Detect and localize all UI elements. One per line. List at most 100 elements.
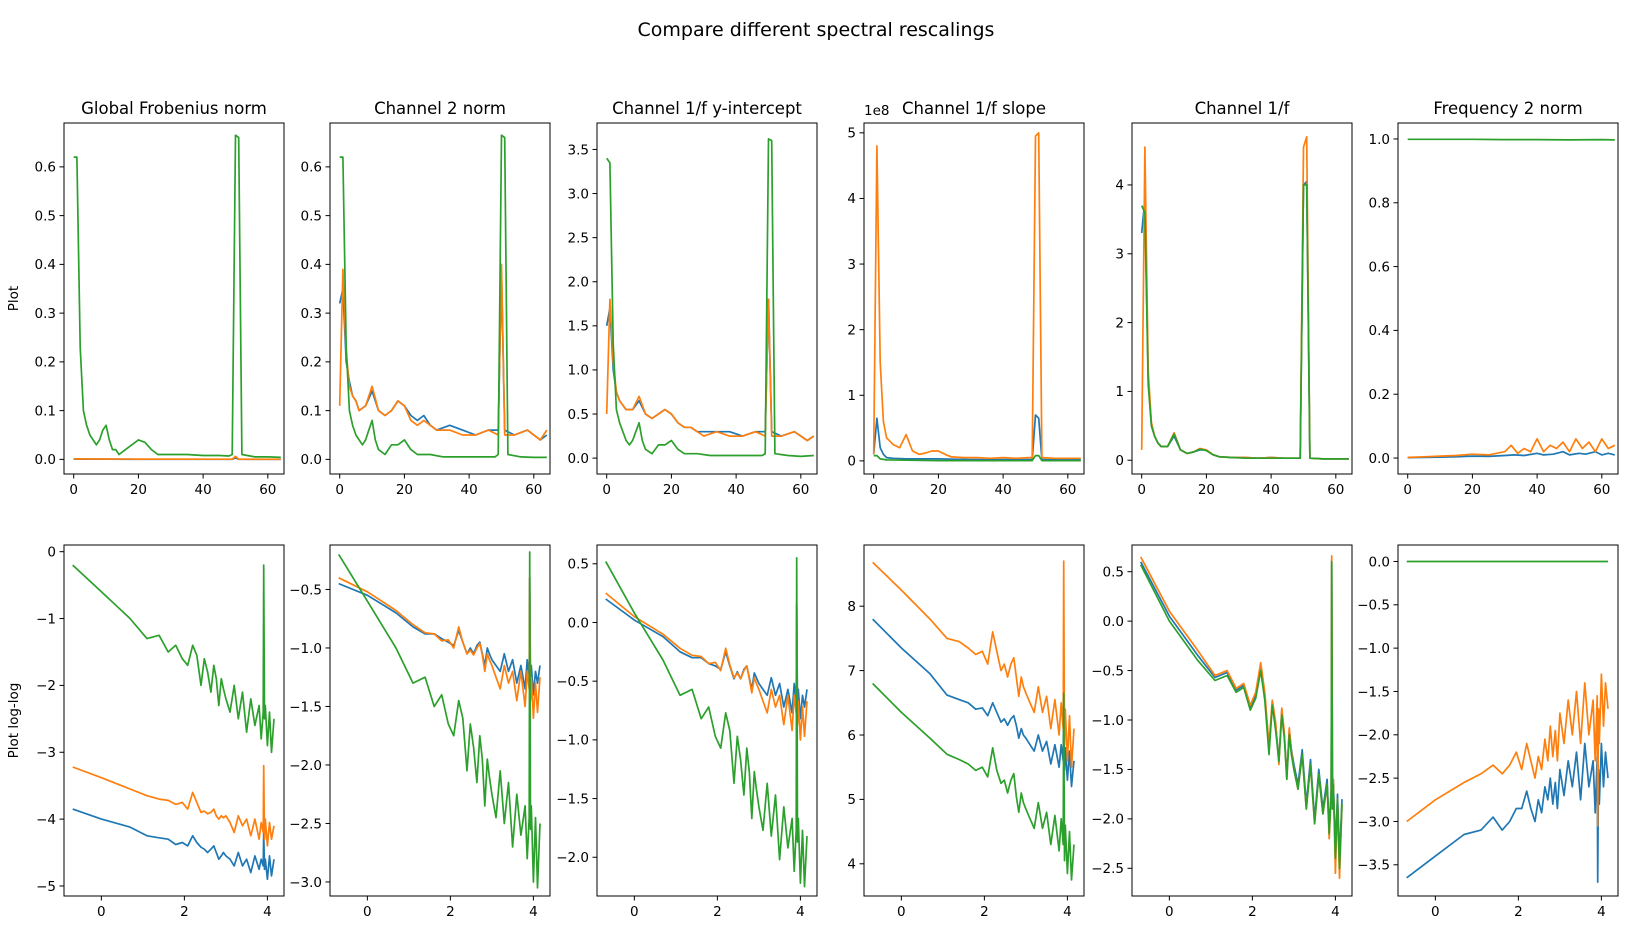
series-line-2 [73,134,281,459]
series-line-2 [604,557,808,888]
x-tick-label: 60 [792,482,809,498]
y-tick-label: −3 [36,745,56,761]
y-tick-label: 0.2 [301,355,322,371]
series-line-0 [338,273,548,441]
axes-frame [596,544,818,897]
y-tick-label: 0.3 [35,306,56,322]
axes-frame [329,122,551,475]
series-line-0 [1407,450,1616,459]
x-tick-label: 0 [1137,482,1146,498]
series-line-1 [1407,438,1616,459]
x-tick-label: 0 [1165,904,1174,920]
axes-frame [1131,122,1353,475]
y-tick-label: −3.0 [1357,814,1390,830]
y-tick-label: 4 [847,191,856,207]
y-tick-label: 0.4 [35,257,56,273]
x-tick-label: 40 [995,482,1012,498]
y-tick-label: −1.5 [289,699,322,715]
y-tick-label: 2 [847,322,856,338]
x-tick-label: 40 [195,482,212,498]
series-line-1 [73,455,281,461]
y-tick-label: 0.1 [301,403,322,419]
y-tick-label: −0.5 [1091,663,1124,679]
subplot-title: Frequency 2 norm [1433,99,1582,118]
x-tick-label: 2 [446,904,455,920]
y-tick-label: 0.3 [301,306,322,322]
subplot-loglog-2: 0 2 4 −2.0 −1.5 −1.0 −0.5 0.0 0.5 [556,544,818,920]
y-tick-label: −1.0 [1357,641,1390,657]
y-tick-label: −1.0 [1091,713,1124,729]
y-tick-label: −1.5 [1091,762,1124,778]
x-tick-label: 0 [630,904,639,920]
x-tick-label: 4 [263,904,272,920]
y-tick-label: −2.0 [556,850,589,866]
series-line-2 [873,454,1081,462]
subplot-title: Channel 1/f slope [902,99,1046,118]
x-tick-label: 2 [713,904,722,920]
y-tick-label: −3.0 [289,875,322,891]
series-line-2 [1139,560,1343,870]
x-tick-label: 0 [97,904,106,920]
subplot-title: Channel 1/f y-intercept [612,99,802,118]
subplot-linear-4: 0 20 40 60 0 1 2 3 4 Channel 1/f [1115,99,1353,498]
series-line-0 [1140,180,1349,460]
y-tick-label: −2.0 [289,758,322,774]
y-tick-label: −2 [36,678,56,694]
y-tick-label: 4 [847,857,856,873]
subplot-title: Global Frobenius norm [81,99,267,118]
y-tick-label: 7 [847,663,856,679]
axes-frame [1131,544,1353,897]
y-tick-label: −1.0 [289,641,322,657]
x-tick-label: 20 [663,482,680,498]
axes-frame [1397,122,1619,475]
y-tick-label: 5 [847,792,856,808]
y-tick-label: −2.0 [1091,812,1124,828]
series-line-1 [1406,673,1609,827]
subplot-linear-1: 0 20 40 60 0.0 0.1 0.2 0.3 0.4 0.5 0.6 Channel 2 no… [301,99,551,498]
x-tick-label: 60 [1327,482,1344,498]
subplot-title: Channel 1/f [1195,99,1291,118]
y-axis-label: Plot log-log [6,683,22,759]
series-line-2 [339,134,547,459]
y-tick-label: 4 [1115,178,1124,194]
y-tick-label: −1.0 [556,733,589,749]
y-tick-label: −1.5 [1357,684,1390,700]
subplot-loglog-0: 0 2 4 −5 −4 −3 −2 −1 0 Plot log-log [6,544,285,920]
series-line-1 [605,298,815,442]
figure-title: Compare different spectral rescalings [638,19,995,41]
axis-offset-label: 1e8 [864,103,889,119]
y-tick-label: 3.5 [568,142,589,158]
y-tick-label: 0.1 [35,403,56,419]
y-tick-label: −0.5 [1357,598,1390,614]
y-tick-label: 0.5 [301,208,322,224]
x-tick-label: 0 [335,482,344,498]
y-tick-label: 2 [1115,315,1124,331]
subplot-title: Channel 2 norm [374,99,506,118]
x-tick-label: 0 [897,904,906,920]
subplot-loglog-3: 0 2 4 4 5 6 7 8 [847,544,1085,920]
x-tick-label: 2 [180,904,189,920]
y-tick-label: 3 [847,257,856,273]
subplot-linear-3: 0 20 40 60 0 1 2 3 4 5 Channel 1/f slope 1e8 [847,99,1085,498]
x-tick-label: 0 [1431,904,1440,920]
y-tick-label: 0.6 [35,160,56,176]
y-tick-label: 0.6 [301,160,322,176]
x-tick-label: 4 [1331,904,1340,920]
x-tick-label: 4 [1063,904,1072,920]
y-tick-label: 0.4 [301,257,322,273]
y-tick-label: −2.0 [1357,728,1390,744]
subplot-linear-2: 0 20 40 60 0.0 0.5 1.0 1.5 2.0 2.5 3.0 3.5 Channel 1… [568,99,818,498]
x-tick-label: 4 [796,904,805,920]
x-tick-label: 4 [1597,904,1606,920]
x-tick-label: 40 [1263,482,1280,498]
series-line-2 [337,551,541,889]
y-axis-label: Plot [6,286,22,311]
x-tick-label: 60 [259,482,276,498]
series-line-0 [72,808,275,881]
axes-frame [1397,544,1619,897]
y-tick-label: 1 [847,388,856,404]
x-tick-label: 20 [930,482,947,498]
series-line-0 [872,414,1081,461]
